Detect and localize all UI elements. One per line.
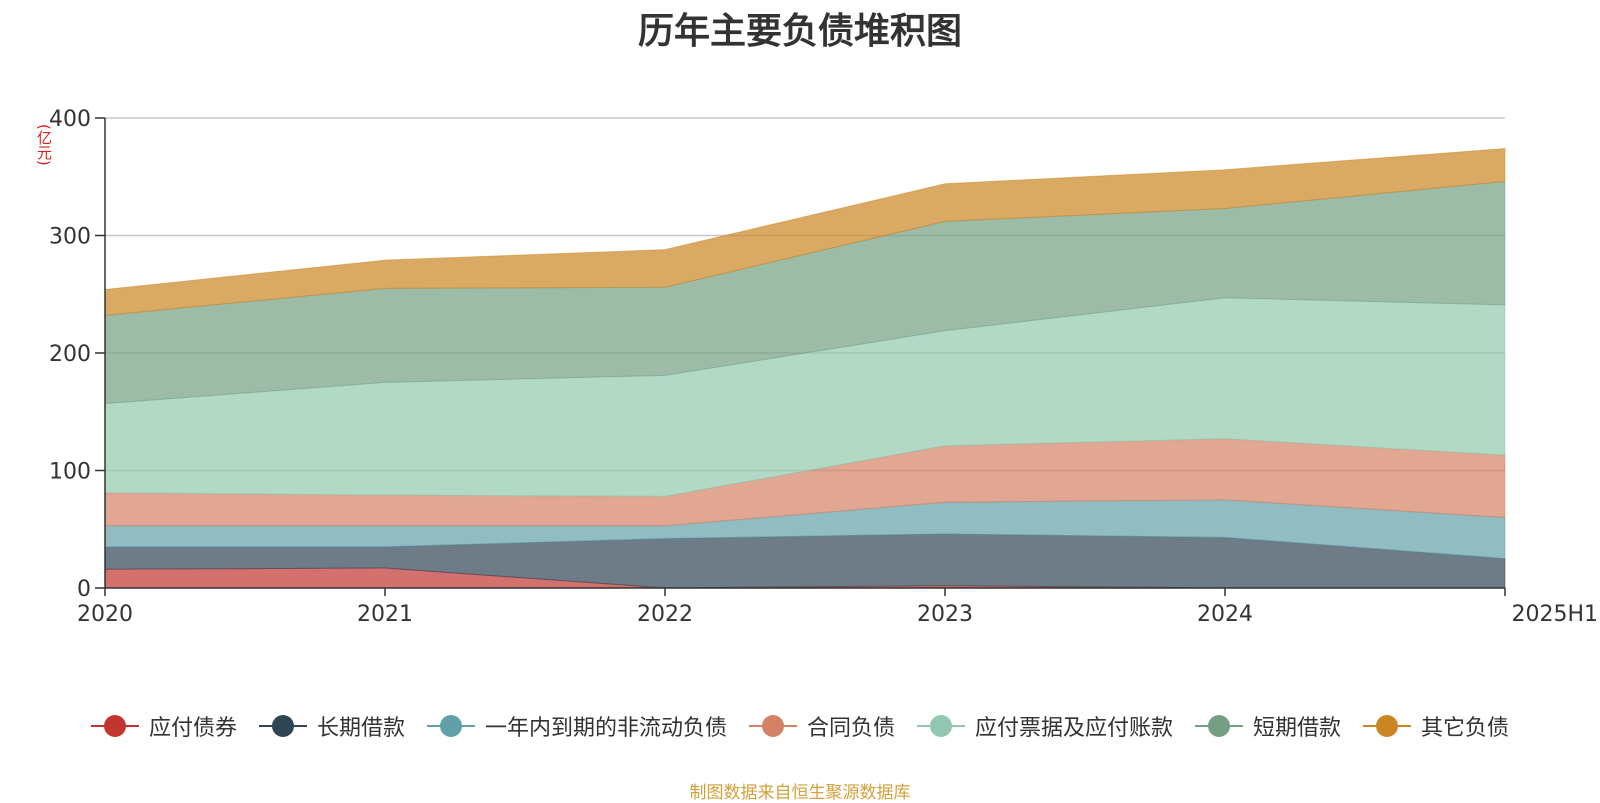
legend-label: 合同负债 — [806, 716, 895, 741]
legend-label: 一年内到期的非流动负债 — [484, 716, 727, 741]
legend-marker-icon — [748, 714, 797, 738]
y-tick-label: 400 — [49, 107, 91, 132]
y-axis-unit-label: (亿元) — [35, 124, 53, 166]
x-tick-label: 2025H1 — [1511, 602, 1598, 627]
legend-label: 短期借款 — [1253, 716, 1342, 741]
legend-label: 其它负债 — [1421, 716, 1510, 741]
x-tick-label: 2021 — [357, 602, 413, 627]
legend-item[interactable]: 其它负债 — [1363, 710, 1509, 742]
x-tick-label: 2023 — [917, 602, 973, 627]
x-tick-label: 2022 — [637, 602, 693, 627]
x-tick-label: 2024 — [1197, 602, 1253, 627]
x-tick-label: 2020 — [77, 602, 133, 627]
stacked-area-chart: 0 100 200 300 400 2020 2021 2022 2023 2024 2025H1 — [49, 107, 1598, 627]
area-series-7 — [104, 148, 1506, 316]
y-tick-label: 0 — [77, 577, 91, 602]
legend-marker-icon — [426, 714, 475, 738]
legend-item[interactable]: 应付票据及应付账款 — [917, 710, 1173, 742]
legend-marker-icon — [258, 714, 307, 738]
legend-label: 长期借款 — [316, 716, 405, 741]
y-tick-label: 200 — [49, 342, 91, 367]
legend-marker-icon — [1363, 714, 1412, 738]
legend-item[interactable]: 短期借款 — [1195, 710, 1341, 742]
legend: 应付债券 长期借款 一年内到期的非流动负债 合同负债 应付票据及应付账款 短期借款 其它负债 — [0, 710, 1600, 742]
legend-marker-icon — [90, 714, 139, 738]
y-tick-label: 300 — [49, 225, 91, 250]
source-note: 制图数据来自恒生聚源数据库 — [689, 783, 911, 803]
legend-item[interactable]: 应付债券 — [90, 710, 237, 742]
chart-title: 历年主要负债堆积图 — [637, 11, 962, 52]
legend-item[interactable]: 合同负债 — [748, 710, 895, 742]
legend-marker-icon — [917, 714, 965, 738]
legend-marker-icon — [1195, 714, 1244, 738]
legend-item[interactable]: 长期借款 — [258, 710, 405, 742]
y-tick-label: 100 — [49, 460, 91, 485]
legend-item[interactable]: 一年内到期的非流动负债 — [426, 710, 727, 742]
legend-label: 应付债券 — [148, 716, 237, 741]
legend-label: 应付票据及应付账款 — [975, 716, 1174, 741]
